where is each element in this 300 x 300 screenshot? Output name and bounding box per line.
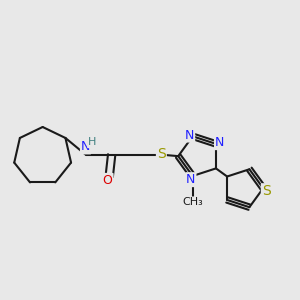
Text: S: S (157, 147, 166, 161)
Text: N: N (81, 140, 90, 153)
Text: H: H (88, 137, 97, 147)
Text: N: N (186, 173, 196, 186)
Text: S: S (262, 184, 271, 198)
Text: N: N (215, 136, 224, 149)
Text: O: O (103, 174, 112, 187)
Text: N: N (185, 129, 194, 142)
Text: CH₃: CH₃ (182, 197, 203, 207)
